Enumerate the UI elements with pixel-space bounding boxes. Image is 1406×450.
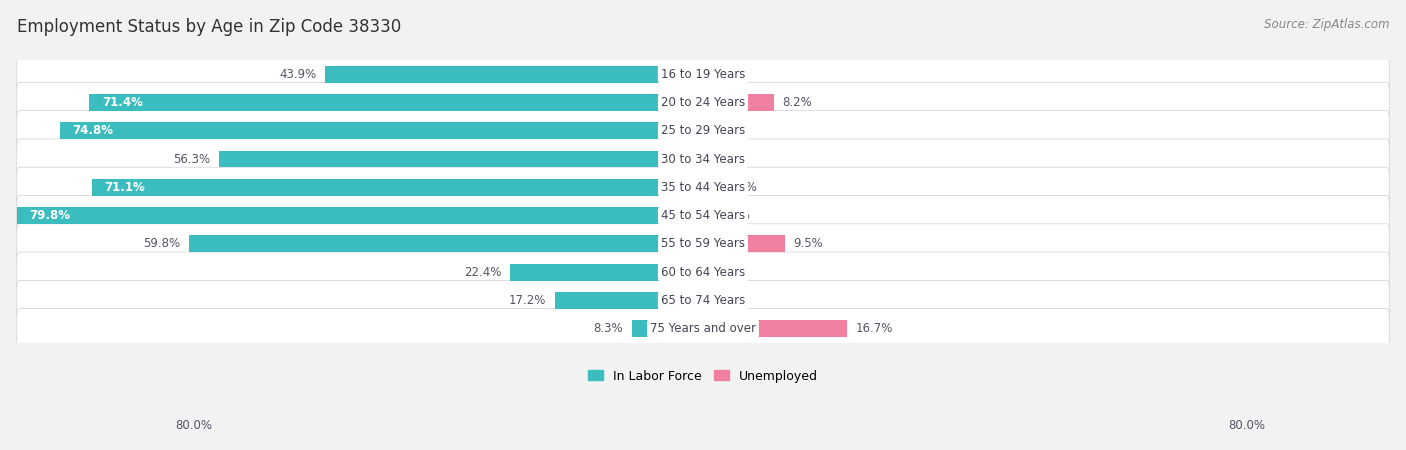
Text: 45 to 54 Years: 45 to 54 Years <box>661 209 745 222</box>
Text: 1.1%: 1.1% <box>721 209 751 222</box>
Text: 60 to 64 Years: 60 to 64 Years <box>661 266 745 279</box>
Bar <box>59 122 703 139</box>
Text: 59.8%: 59.8% <box>143 237 180 250</box>
FancyBboxPatch shape <box>17 280 1389 320</box>
FancyBboxPatch shape <box>17 167 1389 207</box>
Bar <box>325 66 703 83</box>
Text: 17.2%: 17.2% <box>509 294 547 307</box>
Text: Employment Status by Age in Zip Code 38330: Employment Status by Age in Zip Code 383… <box>17 18 401 36</box>
FancyBboxPatch shape <box>17 82 1389 122</box>
FancyBboxPatch shape <box>17 111 1389 151</box>
Bar <box>188 235 703 252</box>
Text: 0.0%: 0.0% <box>711 294 741 307</box>
FancyBboxPatch shape <box>17 195 1389 236</box>
FancyBboxPatch shape <box>17 139 1389 179</box>
Text: 20 to 24 Years: 20 to 24 Years <box>661 96 745 109</box>
Text: 0.0%: 0.0% <box>711 266 741 279</box>
Text: 80.0%: 80.0% <box>176 419 212 432</box>
Bar <box>703 320 846 337</box>
Bar <box>631 320 703 337</box>
Text: 80.0%: 80.0% <box>1229 419 1265 432</box>
Text: 71.1%: 71.1% <box>104 181 145 194</box>
Text: 0.0%: 0.0% <box>711 153 741 166</box>
Text: 1.9%: 1.9% <box>728 181 758 194</box>
Bar <box>703 94 773 111</box>
Text: 30 to 34 Years: 30 to 34 Years <box>661 153 745 166</box>
Text: 22.4%: 22.4% <box>464 266 502 279</box>
Text: 35 to 44 Years: 35 to 44 Years <box>661 181 745 194</box>
Text: 55 to 59 Years: 55 to 59 Years <box>661 237 745 250</box>
Text: 56.3%: 56.3% <box>173 153 211 166</box>
Text: 79.8%: 79.8% <box>30 209 70 222</box>
Bar <box>703 235 785 252</box>
Text: 16.7%: 16.7% <box>855 322 893 335</box>
Bar <box>703 207 713 224</box>
Bar <box>91 179 703 196</box>
Text: 74.8%: 74.8% <box>73 124 114 137</box>
Text: 8.3%: 8.3% <box>593 322 623 335</box>
Bar <box>703 179 720 196</box>
Bar <box>510 264 703 281</box>
Bar <box>17 207 703 224</box>
Text: 43.9%: 43.9% <box>280 68 316 81</box>
Bar <box>555 292 703 309</box>
FancyBboxPatch shape <box>17 309 1389 349</box>
FancyBboxPatch shape <box>17 224 1389 264</box>
Bar <box>219 150 703 167</box>
Text: 0.0%: 0.0% <box>711 124 741 137</box>
Text: 75 Years and over: 75 Years and over <box>650 322 756 335</box>
Text: 71.4%: 71.4% <box>101 96 143 109</box>
Text: 0.0%: 0.0% <box>711 68 741 81</box>
Bar <box>89 94 703 111</box>
Text: 9.5%: 9.5% <box>793 237 823 250</box>
FancyBboxPatch shape <box>17 252 1389 292</box>
Text: 25 to 29 Years: 25 to 29 Years <box>661 124 745 137</box>
Text: Source: ZipAtlas.com: Source: ZipAtlas.com <box>1264 18 1389 31</box>
Text: 16 to 19 Years: 16 to 19 Years <box>661 68 745 81</box>
FancyBboxPatch shape <box>17 54 1389 94</box>
Legend: In Labor Force, Unemployed: In Labor Force, Unemployed <box>583 364 823 387</box>
Text: 65 to 74 Years: 65 to 74 Years <box>661 294 745 307</box>
Text: 8.2%: 8.2% <box>782 96 811 109</box>
